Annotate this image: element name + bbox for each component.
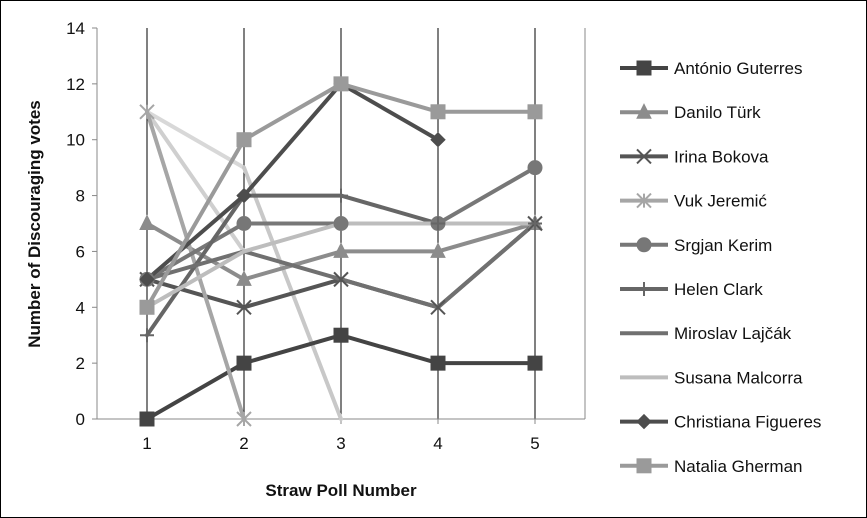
point-christiana-figueres-1 — [139, 271, 155, 288]
legend-marker-helen-clark — [637, 282, 651, 296]
x-axis-label: Straw Poll Number — [265, 481, 417, 500]
point-antonio-guterres-4 — [430, 355, 446, 371]
point-helen-clark-1 — [140, 328, 154, 343]
series-segment-vuk-jeremic-0 — [145, 109, 246, 254]
legend-item-antonio-guterres: António Guterres — [620, 59, 803, 78]
x-tick-label-4: 4 — [433, 434, 442, 453]
point-helen-clark-4 — [431, 216, 445, 231]
legend-marker-christiana-figueres — [636, 413, 652, 430]
legend-label-christiana-figueres: Christiana Figueres — [674, 413, 821, 432]
y-tick-label-4: 4 — [76, 298, 85, 317]
legend-label-danilo-turk: Danilo Türk — [674, 103, 761, 122]
point-helen-clark-3 — [334, 188, 348, 203]
point-srgjan-kerim-3 — [333, 216, 349, 231]
legend-label-natalia-gherman: Natalia Gherman — [674, 457, 803, 476]
legend-label-irina-bokova: Irina Bokova — [674, 147, 769, 166]
point-antonio-guterres-5 — [527, 355, 543, 371]
y-tick-label-14: 14 — [66, 19, 85, 38]
series-markers — [139, 76, 543, 427]
point-irina-bokova-4 — [430, 299, 446, 315]
point-antonio-guterres-2 — [236, 355, 252, 371]
x-tick-label-2: 2 — [239, 434, 248, 453]
point-natalia-gherman-3 — [333, 76, 349, 92]
y-tick-label-8: 8 — [76, 187, 85, 206]
point-vuk-jeremic-1 — [139, 104, 155, 120]
point-natalia-gherman-1 — [139, 299, 155, 315]
point-natalia-gherman-2 — [236, 132, 252, 148]
series-segment-susana-malcorra-1 — [145, 109, 246, 170]
legend-label-helen-clark: Helen Clark — [674, 280, 763, 299]
point-christiana-figueres-2 — [236, 187, 252, 204]
legend-marker-natalia-gherman — [636, 458, 652, 474]
legend-marker-antonio-guterres — [636, 60, 652, 76]
x-tick-label-3: 3 — [336, 434, 345, 453]
legend-marker-srgjan-kerim — [636, 237, 652, 253]
point-antonio-guterres-1 — [139, 411, 155, 427]
x-tick-label-5: 5 — [530, 434, 539, 453]
legend-label-susana-malcorra: Susana Malcorra — [674, 368, 803, 387]
point-antonio-guterres-3 — [333, 327, 349, 343]
legend-item-vuk-jeremic: Vuk Jeremić — [620, 192, 767, 211]
point-danilo-turk-2 — [236, 270, 252, 286]
legend-item-susana-malcorra: Susana Malcorra — [620, 368, 803, 387]
point-natalia-gherman-4 — [430, 104, 446, 120]
legend-label-miroslav-lajcak: Miroslav Lajčák — [674, 324, 792, 343]
legend-marker-irina-bokova — [636, 148, 652, 165]
point-natalia-gherman-5 — [527, 104, 543, 120]
legend-label-srgjan-kerim: Srgjan Kerim — [674, 236, 772, 255]
legend-item-irina-bokova: Irina Bokova — [620, 147, 769, 166]
legend-marker-danilo-turk — [636, 103, 652, 119]
y-tick-label-6: 6 — [76, 242, 85, 261]
point-danilo-turk-1 — [139, 214, 155, 230]
legend-label-vuk-jeremic: Vuk Jeremić — [674, 192, 767, 211]
point-irina-bokova-2 — [236, 299, 252, 315]
point-srgjan-kerim-5 — [527, 160, 543, 176]
legend-item-miroslav-lajcak: Miroslav Lajčák — [620, 324, 792, 343]
point-srgjan-kerim-2 — [236, 216, 252, 231]
legend-item-helen-clark: Helen Clark — [620, 280, 763, 299]
y-tick-label-0: 0 — [76, 410, 85, 429]
legend-item-christiana-figueres: Christiana Figueres — [620, 413, 821, 432]
legend-item-srgjan-kerim: Srgjan Kerim — [620, 236, 772, 255]
legend-item-danilo-turk: Danilo Türk — [620, 103, 761, 122]
series-line-christiana-figueres — [145, 81, 440, 282]
point-danilo-turk-4 — [430, 242, 446, 258]
y-tick-label-10: 10 — [66, 131, 85, 150]
legend-label-antonio-guterres: António Guterres — [674, 59, 803, 78]
legend: António Guterres Danilo Türk Irina Bokova V… — [620, 59, 821, 476]
point-irina-bokova-3 — [333, 271, 349, 288]
point-christiana-figueres-4 — [430, 132, 446, 148]
point-vuk-jeremic-2 — [236, 411, 252, 427]
legend-marker-vuk-jeremic — [636, 192, 652, 209]
point-helen-clark-5 — [528, 216, 542, 231]
y-tick-label-12: 12 — [66, 75, 85, 94]
point-danilo-turk-3 — [333, 242, 349, 258]
legend-item-natalia-gherman: Natalia Gherman — [620, 457, 803, 476]
y-tick-label-2: 2 — [76, 354, 85, 373]
x-tick-label-1: 1 — [142, 434, 151, 453]
y-axis-label: Number of Discouraging votes — [25, 100, 44, 347]
